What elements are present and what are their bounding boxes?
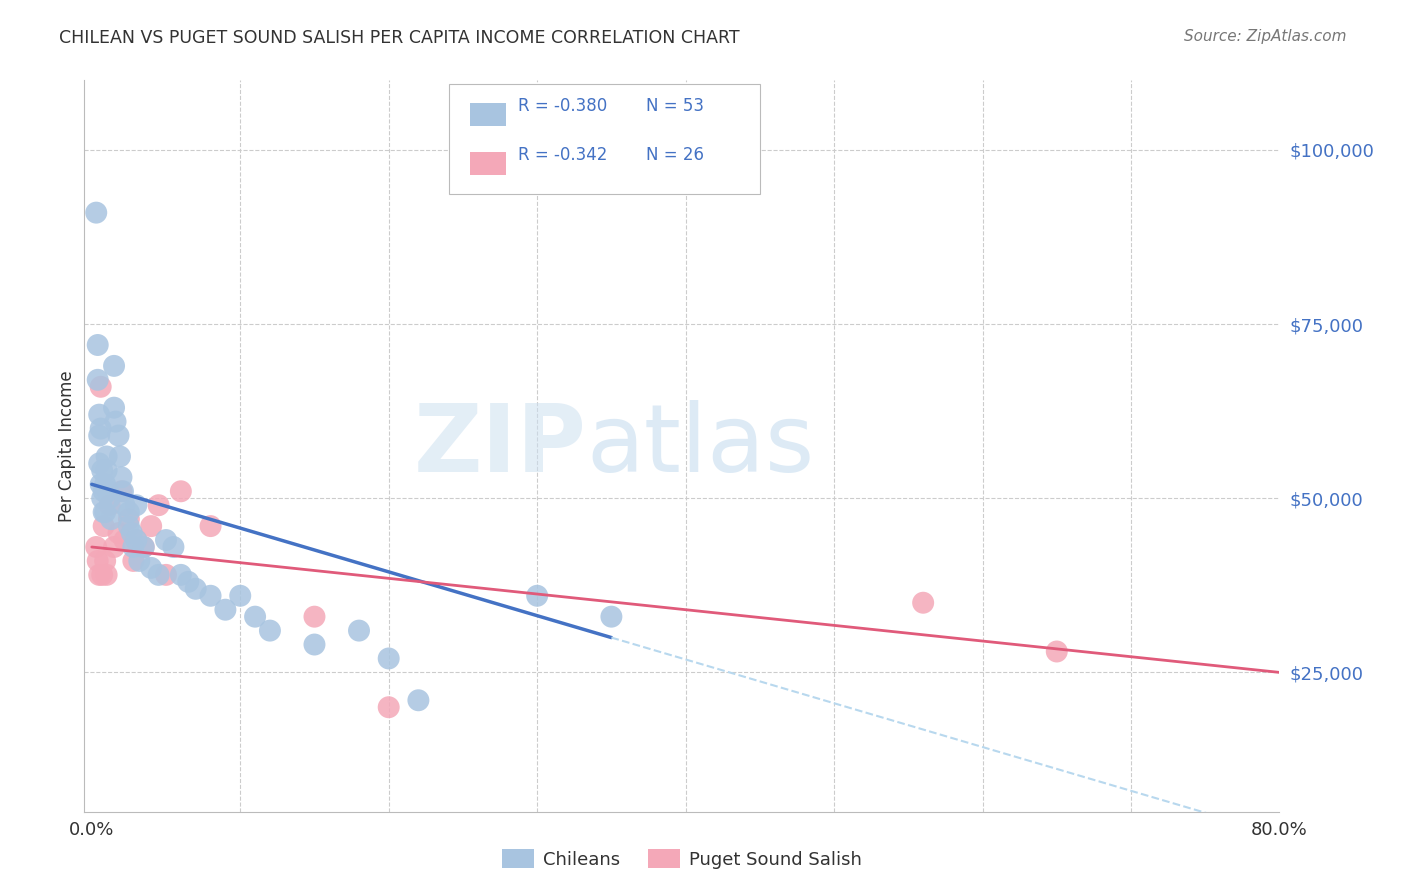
Point xyxy=(118,512,141,526)
Point xyxy=(90,380,112,394)
Point xyxy=(122,554,145,568)
Point xyxy=(90,421,112,435)
Point xyxy=(84,205,107,219)
Point xyxy=(118,519,141,533)
Point xyxy=(122,540,145,554)
Point xyxy=(408,693,430,707)
Point xyxy=(155,533,177,547)
Text: N = 53: N = 53 xyxy=(647,97,704,115)
Point xyxy=(94,554,117,568)
Point xyxy=(110,470,132,484)
Point xyxy=(89,567,111,582)
Point xyxy=(111,484,134,499)
Point xyxy=(91,463,114,477)
Point xyxy=(87,373,110,387)
Point xyxy=(155,567,177,582)
Point xyxy=(94,477,117,491)
Point xyxy=(114,533,136,547)
Point xyxy=(377,651,399,665)
Point xyxy=(148,498,170,512)
Point xyxy=(170,484,193,499)
Point xyxy=(89,408,111,422)
Text: CHILEAN VS PUGET SOUND SALISH PER CAPITA INCOME CORRELATION CHART: CHILEAN VS PUGET SOUND SALISH PER CAPITA… xyxy=(59,29,740,46)
Point xyxy=(125,533,148,547)
FancyBboxPatch shape xyxy=(449,84,759,194)
Point xyxy=(259,624,281,638)
Y-axis label: Per Capita Income: Per Capita Income xyxy=(58,370,76,522)
Point xyxy=(132,540,155,554)
Point xyxy=(1046,644,1069,658)
Point xyxy=(170,567,193,582)
Point xyxy=(912,596,935,610)
Text: ZIP: ZIP xyxy=(413,400,586,492)
Point xyxy=(177,574,200,589)
Point xyxy=(90,477,112,491)
Point xyxy=(91,567,114,582)
Point xyxy=(84,540,107,554)
Point xyxy=(97,484,120,499)
FancyBboxPatch shape xyxy=(471,152,506,176)
Point xyxy=(96,450,118,464)
Point xyxy=(304,609,326,624)
Point xyxy=(162,540,184,554)
Point xyxy=(125,533,148,547)
Point xyxy=(107,428,129,442)
Point xyxy=(200,519,222,533)
Legend: Chileans, Puget Sound Salish: Chileans, Puget Sound Salish xyxy=(495,842,869,876)
Point xyxy=(121,526,143,541)
Point xyxy=(214,603,236,617)
Point xyxy=(304,638,326,652)
Point xyxy=(89,457,111,471)
Point xyxy=(141,519,163,533)
Point xyxy=(200,589,222,603)
FancyBboxPatch shape xyxy=(471,103,506,127)
Point xyxy=(184,582,207,596)
Point xyxy=(125,498,148,512)
Point xyxy=(100,512,122,526)
Point xyxy=(104,415,127,429)
Point xyxy=(526,589,548,603)
Point xyxy=(96,463,118,477)
Point xyxy=(132,540,155,554)
Point xyxy=(108,450,131,464)
Point xyxy=(110,484,132,499)
Text: Source: ZipAtlas.com: Source: ZipAtlas.com xyxy=(1184,29,1347,44)
Point xyxy=(600,609,623,624)
Point xyxy=(87,554,110,568)
Point xyxy=(103,359,125,373)
Point xyxy=(98,498,121,512)
Point xyxy=(347,624,370,638)
Point xyxy=(243,609,266,624)
Point xyxy=(89,428,111,442)
Text: R = -0.342: R = -0.342 xyxy=(519,146,607,164)
Text: N = 26: N = 26 xyxy=(647,146,704,164)
Point xyxy=(141,561,163,575)
Point xyxy=(107,526,129,541)
Point xyxy=(87,338,110,352)
Point xyxy=(103,540,125,554)
Point xyxy=(93,519,115,533)
Point xyxy=(128,554,150,568)
Point xyxy=(103,401,125,415)
Point xyxy=(93,505,115,519)
Point xyxy=(118,505,141,519)
Text: R = -0.380: R = -0.380 xyxy=(519,97,607,115)
Text: atlas: atlas xyxy=(586,400,814,492)
Point xyxy=(114,498,136,512)
Point xyxy=(377,700,399,714)
Point xyxy=(91,491,114,506)
Point xyxy=(98,491,121,506)
Point xyxy=(93,484,115,499)
Point xyxy=(94,505,117,519)
Point xyxy=(96,567,118,582)
Point xyxy=(148,567,170,582)
Point xyxy=(229,589,252,603)
